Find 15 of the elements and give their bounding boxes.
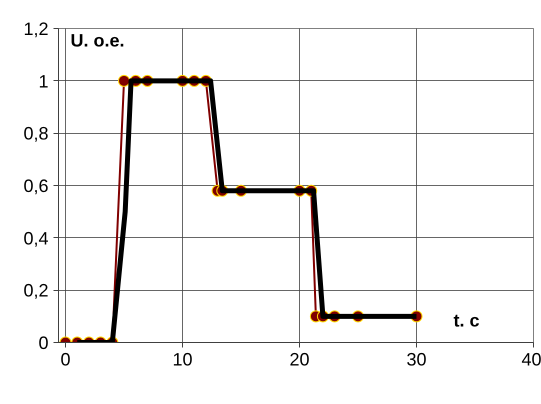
x-tick-label: 10 xyxy=(172,350,193,370)
point xyxy=(118,74,130,87)
x-tick-label: 30 xyxy=(406,350,427,370)
x-tick-label: 20 xyxy=(290,350,310,370)
x-axis-title: t. c xyxy=(454,310,480,330)
x-tick-label: 0 xyxy=(60,350,71,370)
x-tick-label: 40 xyxy=(521,350,541,370)
y-tick-label: 0,2 xyxy=(23,280,49,301)
y-tick-label: 0,4 xyxy=(23,228,49,248)
y-tick-label: 0,6 xyxy=(23,176,49,196)
y-tick-label: 1 xyxy=(38,71,49,92)
y-axis-title: U. o.e. xyxy=(70,30,125,50)
y-tick-label: 1,2 xyxy=(23,19,49,39)
y-tick-label: 0 xyxy=(38,333,49,353)
y-tick-label: 0,8 xyxy=(23,124,49,144)
